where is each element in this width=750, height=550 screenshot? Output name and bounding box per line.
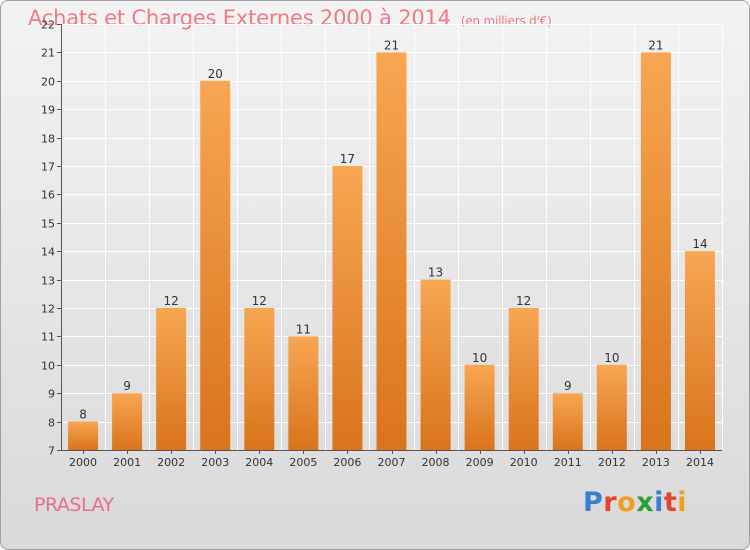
bar xyxy=(112,393,143,450)
y-tick-label: 19 xyxy=(41,104,55,117)
y-tick-label: 21 xyxy=(41,47,55,60)
y-tick-label: 10 xyxy=(41,360,55,373)
y-tick-label: 17 xyxy=(41,161,55,174)
bar xyxy=(420,279,451,450)
axes xyxy=(57,24,722,454)
logo-letter: i xyxy=(677,487,688,518)
x-tick-label: 2010 xyxy=(510,456,538,469)
bar xyxy=(552,393,583,450)
data-label: 20 xyxy=(208,67,223,81)
y-tick-label: 22 xyxy=(41,19,55,32)
y-tick-label: 16 xyxy=(41,189,55,202)
logo-letter: o xyxy=(617,487,637,518)
y-tick-labels: 7 8 9 10 11 12 13 14 15 16 17 18 19 20 21 22 xyxy=(41,19,55,458)
bar xyxy=(200,80,231,451)
y-tick-label: 15 xyxy=(41,218,55,231)
x-tick-label: 2004 xyxy=(245,456,273,469)
x-tick-label: 2007 xyxy=(378,456,406,469)
bar xyxy=(376,52,407,451)
data-label: 10 xyxy=(604,351,619,365)
x-tick-label: 2012 xyxy=(598,456,626,469)
data-label: 13 xyxy=(428,266,443,280)
y-tick-label: 8 xyxy=(48,417,55,430)
x-tick-label: 2008 xyxy=(422,456,450,469)
location-name: PRASLAY xyxy=(34,494,114,516)
data-label: 12 xyxy=(516,294,531,308)
data-label: 14 xyxy=(692,237,707,251)
x-tick-label: 2002 xyxy=(157,456,185,469)
data-label: 10 xyxy=(472,351,487,365)
data-label: 8 xyxy=(79,408,87,422)
x-tick-label: 2006 xyxy=(333,456,361,469)
proxiti-logo: Proxiti xyxy=(583,487,687,518)
x-tick-label: 2001 xyxy=(113,456,141,469)
x-tick-label: 2013 xyxy=(642,456,670,469)
y-tick-label: 12 xyxy=(41,303,55,316)
data-label: 11 xyxy=(296,322,311,336)
bar xyxy=(332,166,363,450)
x-tick-label: 2005 xyxy=(289,456,317,469)
bar xyxy=(508,308,539,450)
data-label: 12 xyxy=(252,294,267,308)
y-tick-label: 14 xyxy=(41,246,55,259)
y-tick-label: 18 xyxy=(41,133,55,146)
data-label: 9 xyxy=(123,379,131,393)
x-tick-label: 2011 xyxy=(554,456,582,469)
logo-letter: r xyxy=(603,487,618,518)
bar xyxy=(244,308,275,450)
x-tick-label: 2009 xyxy=(466,456,494,469)
data-label: 21 xyxy=(384,38,399,52)
x-tick-labels: 2000 2001 2002 2003 2004 2005 2006 2007 2008 2009… xyxy=(69,456,714,469)
x-tick-label: 2014 xyxy=(686,456,714,469)
bar xyxy=(464,364,495,450)
y-tick-label: 20 xyxy=(41,76,55,89)
logo-letter: x xyxy=(636,487,655,518)
data-label: 9 xyxy=(564,379,572,393)
logo-letter: P xyxy=(583,487,604,518)
data-label: 17 xyxy=(340,152,355,166)
y-tick-label: 13 xyxy=(41,275,55,288)
x-tick-label: 2003 xyxy=(201,456,229,469)
bars xyxy=(68,52,715,451)
bar xyxy=(640,52,671,451)
bar xyxy=(288,336,319,450)
data-labels: 8 9 12 20 12 11 17 21 13 10 12 9 10 21 14 xyxy=(79,38,707,421)
bar xyxy=(156,308,187,450)
bar xyxy=(596,364,627,450)
x-tick-label: 2000 xyxy=(69,456,97,469)
bar xyxy=(68,421,99,450)
logo-letter: i xyxy=(654,487,664,518)
y-tick-label: 9 xyxy=(48,388,55,401)
y-tick-label: 7 xyxy=(48,445,55,458)
data-label: 12 xyxy=(164,294,179,308)
data-label: 21 xyxy=(648,38,663,52)
y-tick-label: 11 xyxy=(41,331,55,344)
logo-letter: t xyxy=(663,487,678,518)
chart-title-text: Achats et Charges Externes 2000 à 2014 xyxy=(28,6,451,30)
bar xyxy=(684,251,715,450)
